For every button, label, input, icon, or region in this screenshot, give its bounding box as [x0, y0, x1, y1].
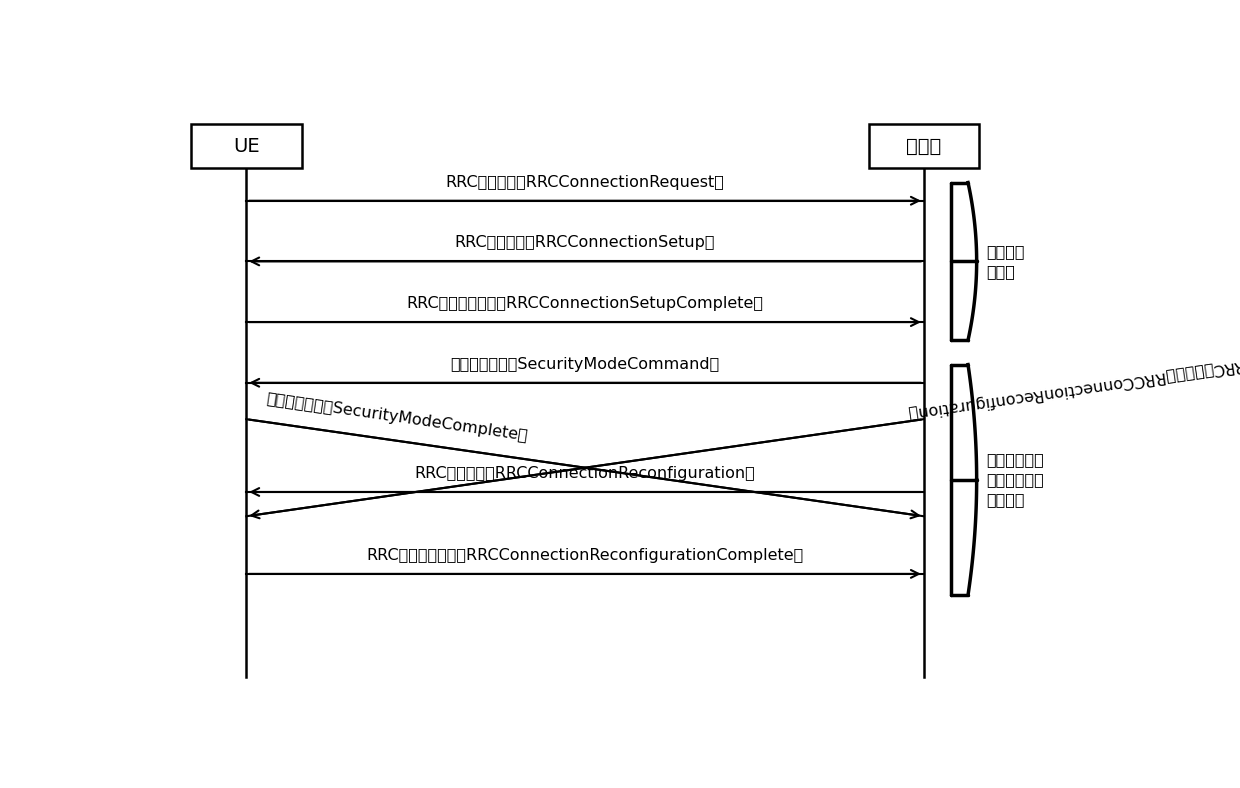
Text: UE: UE	[233, 136, 259, 156]
Text: 连接建立
的步骤: 连接建立 的步骤	[986, 244, 1024, 279]
Text: RRC连接请求（RRCConnectionRequest）: RRC连接请求（RRCConnectionRequest）	[445, 175, 724, 190]
Text: RRC连接建立（RRCConnectionSetup）: RRC连接建立（RRCConnectionSetup）	[455, 236, 715, 251]
Bar	[191, 125, 301, 168]
Bar	[868, 125, 980, 168]
Text: RRC连接建立完成（RRCConnectionSetupComplete）: RRC连接建立完成（RRCConnectionSetupComplete）	[407, 296, 764, 311]
Text: RRC连接重配（RRCConnectionReconfiguration）: RRC连接重配（RRCConnectionReconfiguration）	[905, 357, 1240, 421]
Text: 初始安全激活
及无线承载建
立的步骤: 初始安全激活 及无线承载建 立的步骤	[986, 452, 1044, 507]
Text: 安全模式完成（SecurityModeComplete）: 安全模式完成（SecurityModeComplete）	[265, 391, 529, 444]
Text: 安全模式命令（SecurityModeCommand）: 安全模式命令（SecurityModeCommand）	[450, 357, 719, 372]
Text: RRC连接重配完成（RRCConnectionReconfigurationComplete）: RRC连接重配完成（RRCConnectionReconfigurationCo…	[367, 548, 804, 563]
Text: 源基站: 源基站	[906, 136, 941, 156]
Text: RRC连接重配（RRCConnectionReconfiguration）: RRC连接重配（RRCConnectionReconfiguration）	[414, 466, 755, 481]
